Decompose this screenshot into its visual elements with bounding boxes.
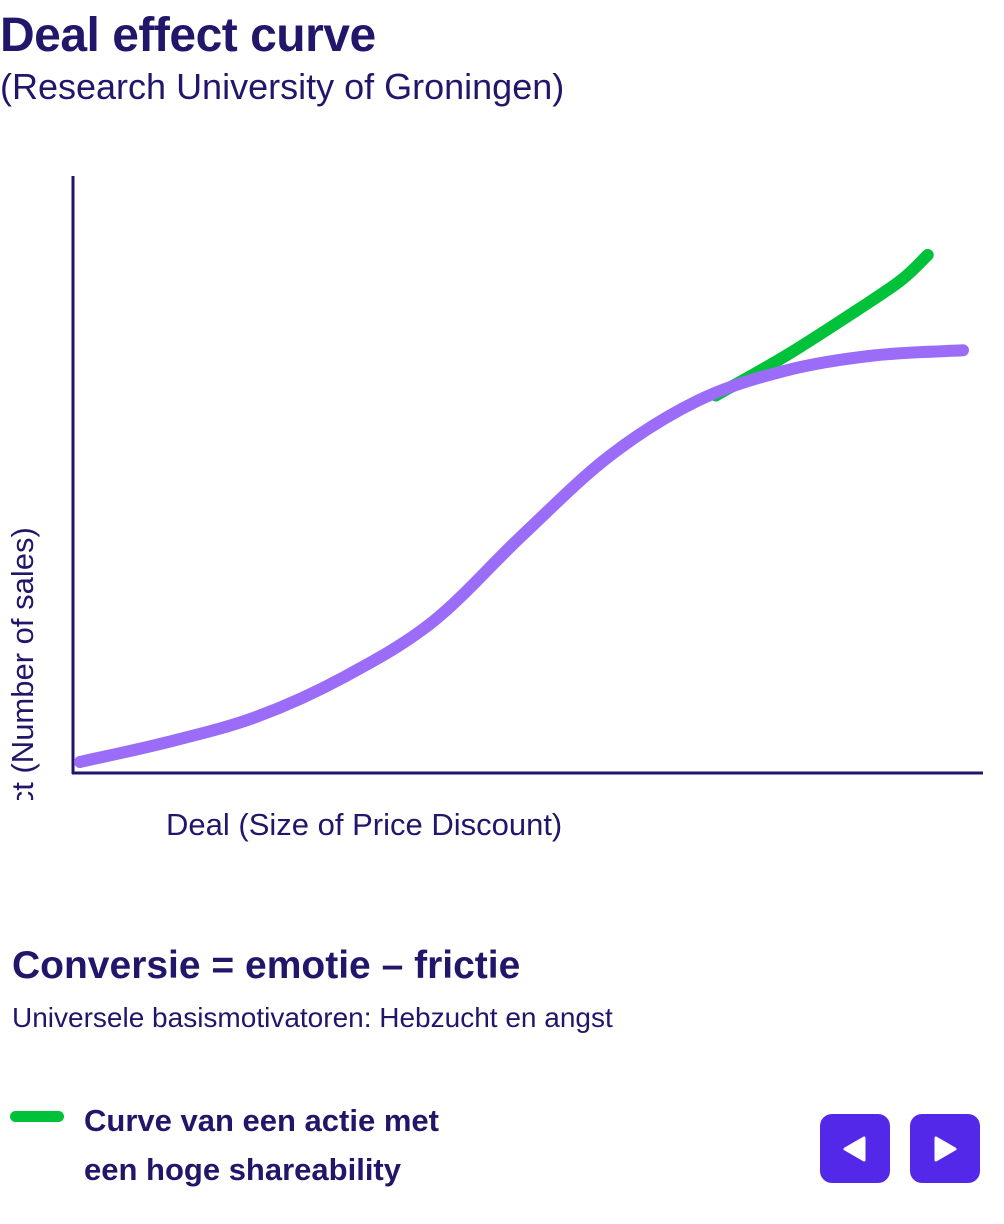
formula-heading: Conversie = emotie – frictie [12, 944, 521, 987]
motivators-text: Universele basismotivatoren: Hebzucht en… [12, 1002, 613, 1033]
legend-label: Curve van een actie met een hoge shareab… [84, 1096, 439, 1194]
legend-label-line-1: Curve van een actie met [84, 1103, 439, 1138]
triangle-right-icon [934, 1136, 957, 1161]
legend-label-line-2: een hoge shareability [84, 1152, 401, 1187]
legend-swatch-green [10, 1111, 64, 1122]
previous-button[interactable] [820, 1114, 890, 1183]
y-axis-label: Effect (Number of sales) [5, 527, 40, 800]
series-line-shareability [709, 249, 934, 402]
deal-effect-chart: Effect (Number of sales) [5, 176, 983, 800]
page-subtitle: (Research University of Groningen) [0, 66, 565, 107]
page-title: Deal effect curve [0, 9, 376, 62]
series-layer [74, 249, 969, 768]
next-button[interactable] [910, 1114, 980, 1183]
series-line-standard [74, 344, 969, 768]
x-axis-label: Deal (Size of Price Discount) [166, 807, 563, 842]
triangle-left-icon [843, 1136, 866, 1161]
